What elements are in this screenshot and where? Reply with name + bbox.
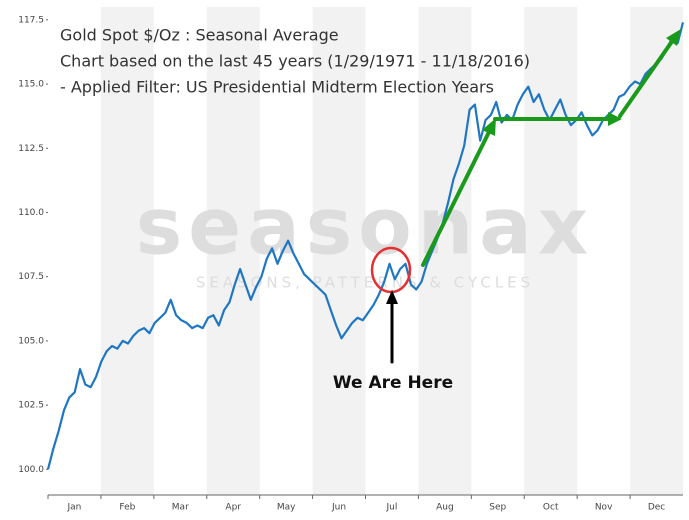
- arrow-head: [386, 290, 398, 304]
- y-tick-label: 102.5: [18, 401, 44, 411]
- y-tick-label: 105.0: [18, 336, 44, 346]
- month-band: [630, 7, 683, 495]
- y-tick-label: 115.0: [18, 80, 44, 90]
- month-band: [100, 7, 154, 495]
- month-band: [206, 7, 260, 495]
- filter-note: - Applied Filter: US Presidential Midter…: [60, 78, 494, 97]
- annotations: [370, 29, 681, 364]
- watermark: seasonax: [136, 182, 594, 272]
- x-tick-label: Jan: [67, 503, 82, 513]
- month-band: [312, 7, 366, 495]
- y-tick-label: 107.5: [18, 272, 44, 282]
- chart-title: Gold Spot $/Oz : Seasonal Average: [60, 26, 339, 45]
- x-tick-label: Nov: [595, 503, 613, 513]
- chart-subtitle: Chart based on the last 45 years (1/29/1…: [60, 52, 530, 71]
- x-tick-label: Jun: [331, 503, 346, 513]
- x-tick-label: Aug: [436, 503, 454, 513]
- y-tick-label: 110.0: [18, 208, 44, 218]
- y-tick-label: 100.0: [18, 465, 44, 475]
- month-band: [524, 7, 578, 495]
- x-tick-label: Oct: [543, 503, 559, 513]
- arrow-head: [666, 29, 681, 46]
- x-tick-label: Dec: [648, 503, 665, 513]
- x-tick-label: Apr: [225, 503, 241, 513]
- annotation: We Are Here: [333, 373, 453, 393]
- x-tick-label: Feb: [119, 503, 135, 513]
- arrow-head: [608, 112, 622, 126]
- highlight-circle: [370, 246, 412, 294]
- trend-arrow: [618, 38, 675, 118]
- trend-arrow: [421, 128, 492, 267]
- watermark-tagline: SEASONS, PATTERNS & CYCLES: [196, 274, 534, 292]
- arrow-head: [482, 118, 496, 136]
- month-band: [418, 7, 472, 495]
- y-tick-label: 112.5: [18, 144, 44, 154]
- x-tick-label: Mar: [172, 503, 189, 513]
- x-tick-label: May: [277, 503, 296, 513]
- x-tick-label: Sep: [489, 503, 506, 513]
- y-tick-label: 117.5: [18, 15, 44, 25]
- x-tick-label: Jul: [386, 503, 398, 513]
